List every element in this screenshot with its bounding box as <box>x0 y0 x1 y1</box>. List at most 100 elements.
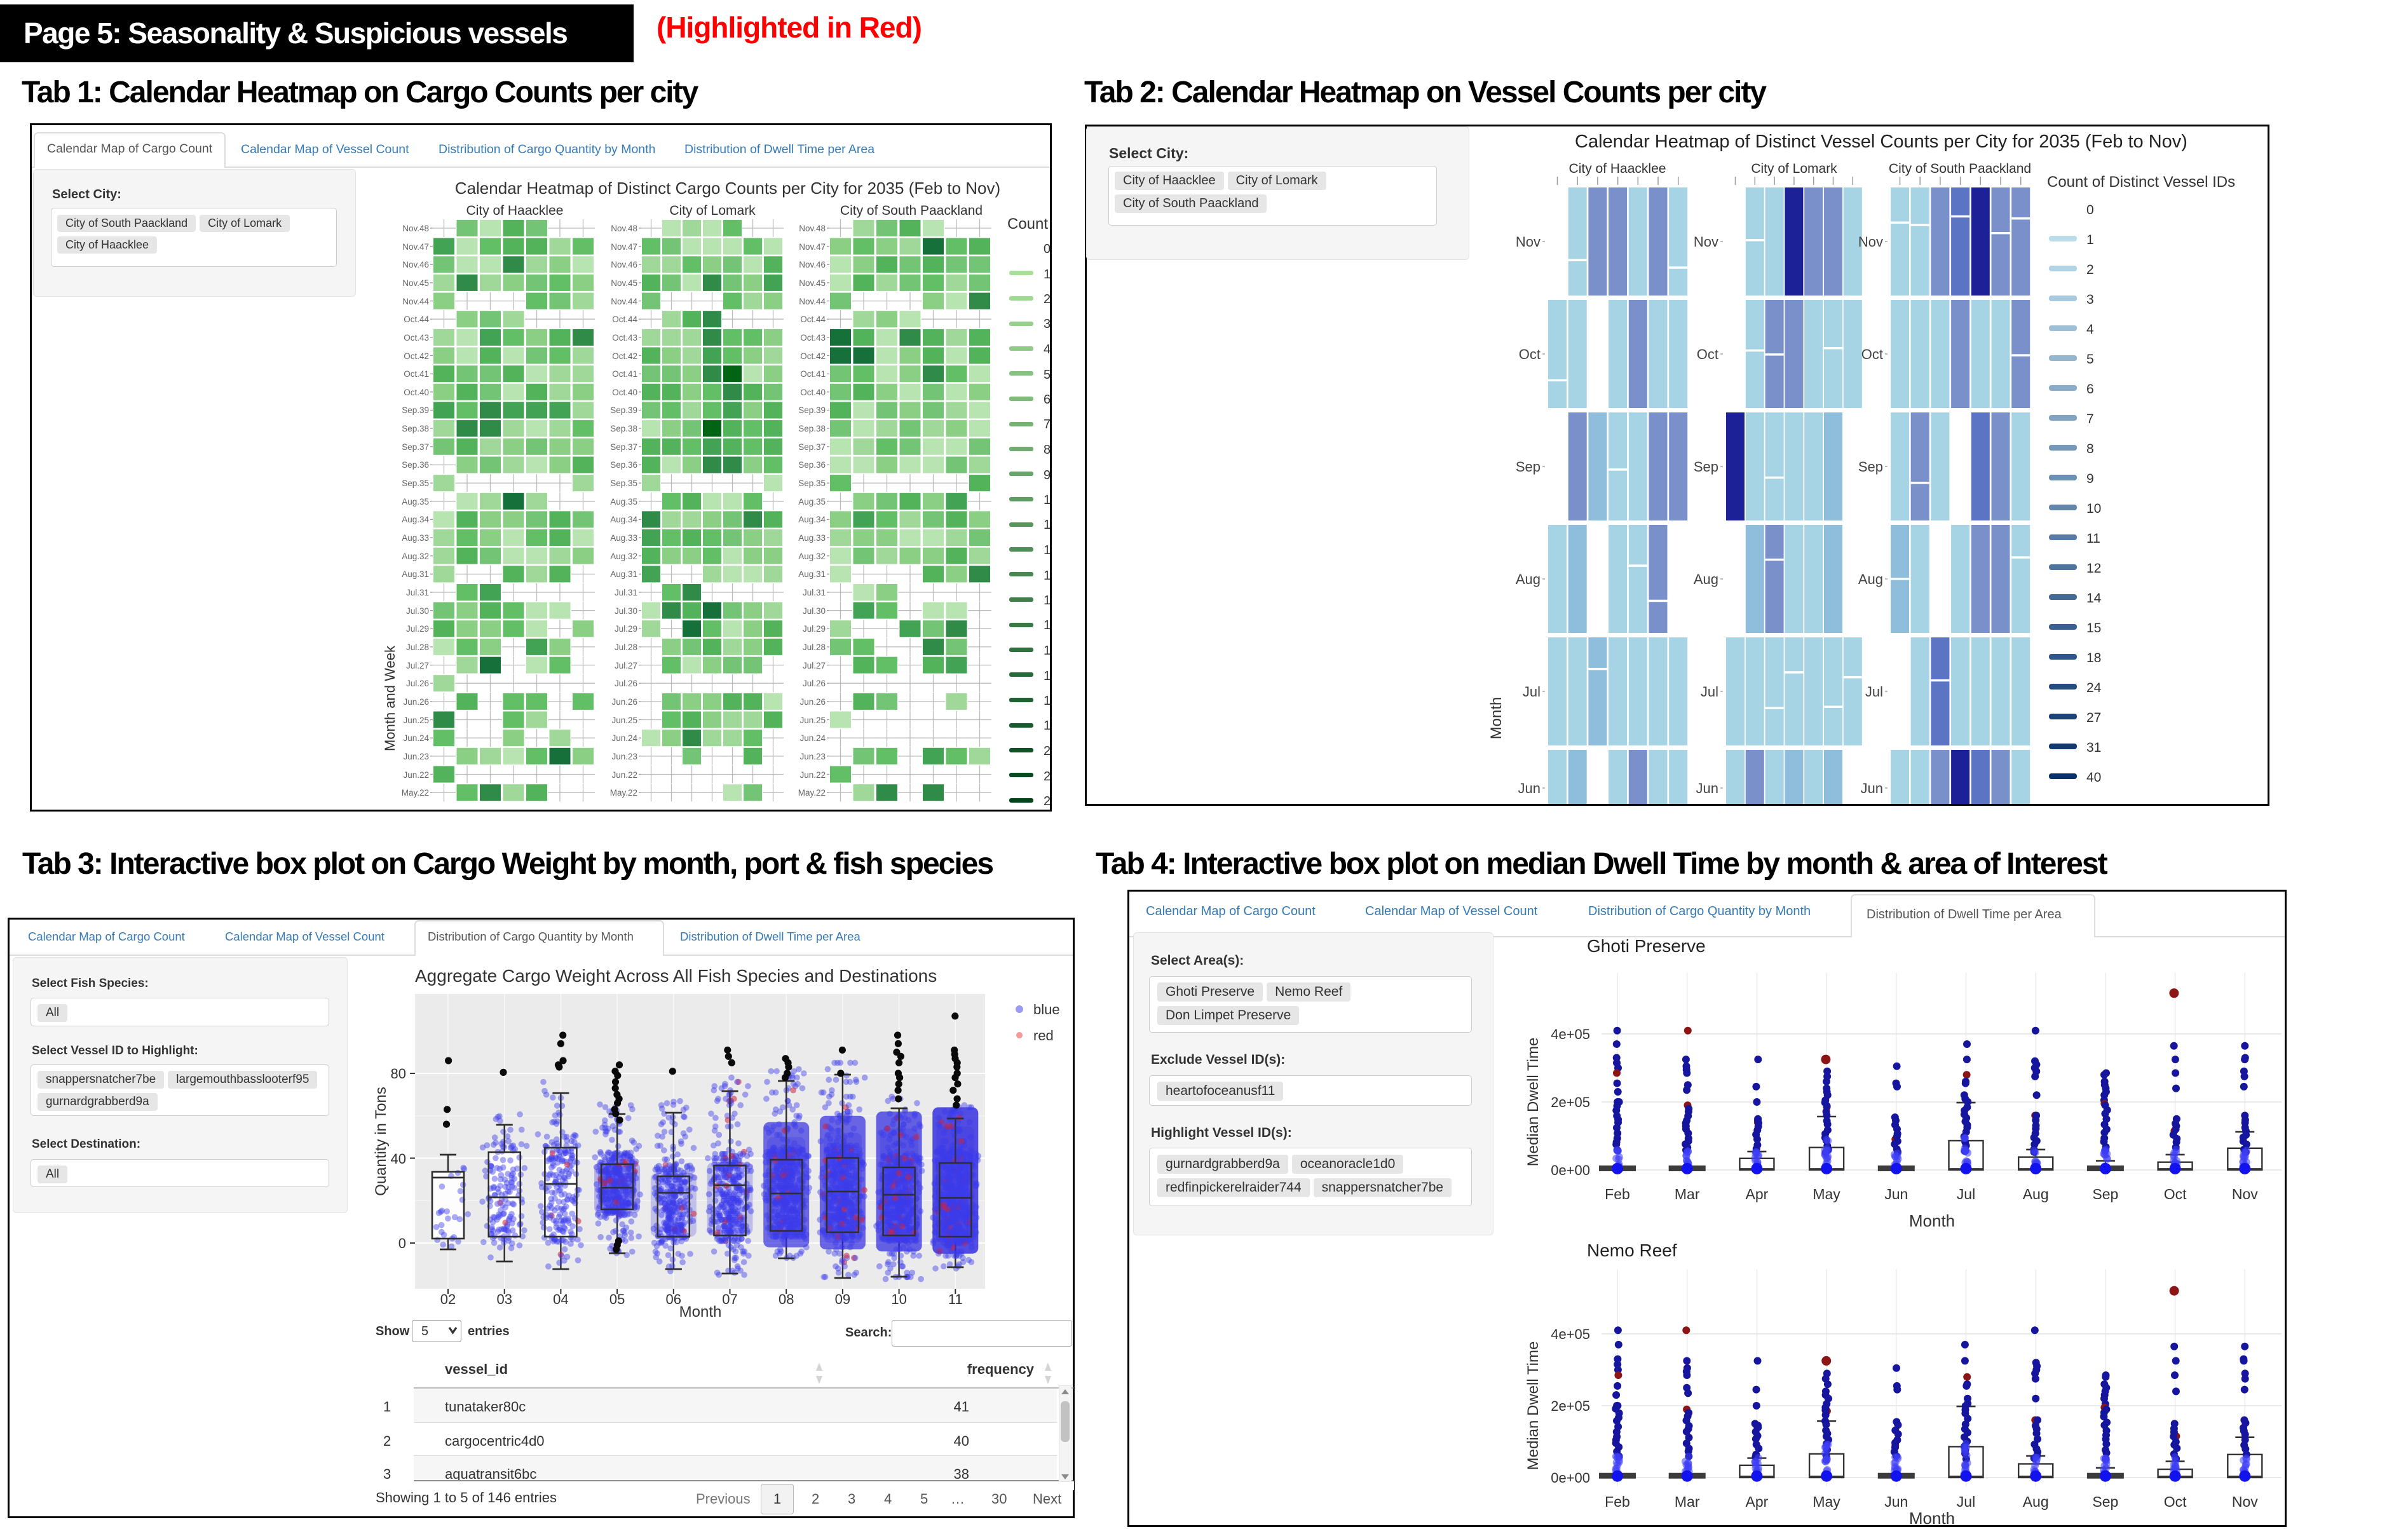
svg-text:Jun.23: Jun.23 <box>611 752 637 761</box>
svg-text:14: 14 <box>1044 594 1051 608</box>
svg-text:Jul: Jul <box>1865 684 1883 700</box>
svg-text:06: 06 <box>666 1291 681 1307</box>
svg-text:blue: blue <box>1033 1002 1060 1017</box>
svg-text:Jul.29: Jul.29 <box>803 624 826 634</box>
svg-text:Jun.25: Jun.25 <box>403 716 429 725</box>
svg-text:0: 0 <box>1044 242 1051 256</box>
svg-text:Oct.42: Oct.42 <box>404 351 429 361</box>
svg-text:Jun.26: Jun.26 <box>403 697 429 707</box>
svg-text:Sep.35: Sep.35 <box>610 479 637 488</box>
svg-text:0: 0 <box>398 1235 406 1251</box>
svg-text:2: 2 <box>1044 292 1051 306</box>
svg-text:Calendar Heatmap of Distinct C: Calendar Heatmap of Distinct Cargo Count… <box>455 179 1000 198</box>
svg-text:6: 6 <box>2086 382 2094 397</box>
svg-text:Calendar Heatmap of Distinct V: Calendar Heatmap of Distinct Vessel Coun… <box>1575 132 2187 152</box>
svg-text:Oct.41: Oct.41 <box>800 369 826 379</box>
svg-text:City of South Paackland: City of South Paackland <box>1889 161 2031 176</box>
svg-text:Jun.23: Jun.23 <box>799 752 826 761</box>
svg-text:Aug.32: Aug.32 <box>402 552 429 561</box>
svg-text:3: 3 <box>2086 292 2094 307</box>
svg-text:Oct.40: Oct.40 <box>612 388 637 397</box>
svg-text:2: 2 <box>2086 262 2094 277</box>
svg-text:Oct.44: Oct.44 <box>404 315 429 324</box>
svg-text:05: 05 <box>609 1291 625 1307</box>
svg-text:Aug.31: Aug.31 <box>610 569 637 579</box>
svg-text:10: 10 <box>2086 501 2101 516</box>
svg-text:Oct: Oct <box>1697 346 1718 362</box>
svg-text:Month: Month <box>679 1303 722 1319</box>
svg-text:Nov.44: Nov.44 <box>611 297 637 306</box>
svg-text:City of Lomark: City of Lomark <box>1751 161 1837 176</box>
svg-text:Oct.43: Oct.43 <box>800 333 826 343</box>
svg-text:Nov.48: Nov.48 <box>611 224 637 233</box>
svg-text:Aug.33: Aug.33 <box>402 533 429 543</box>
svg-text:Aug.31: Aug.31 <box>798 569 826 579</box>
svg-text:Sep.38: Sep.38 <box>610 424 637 433</box>
svg-text:1: 1 <box>2086 233 2094 247</box>
svg-text:08: 08 <box>779 1291 794 1307</box>
svg-text:Aug: Aug <box>1516 571 1541 587</box>
svg-text:Jul.27: Jul.27 <box>803 661 826 670</box>
svg-text:Jul.30: Jul.30 <box>803 606 826 616</box>
svg-text:Oct.43: Oct.43 <box>612 333 637 343</box>
svg-text:Nov.47: Nov.47 <box>611 242 637 252</box>
svg-text:4: 4 <box>1044 343 1051 357</box>
svg-text:Sep.38: Sep.38 <box>402 424 429 433</box>
svg-text:City of South Paackland: City of South Paackland <box>840 203 983 218</box>
svg-text:11: 11 <box>948 1291 963 1307</box>
svg-text:9: 9 <box>1044 468 1051 482</box>
svg-text:15: 15 <box>2086 621 2101 635</box>
svg-text:07: 07 <box>722 1291 737 1307</box>
svg-text:11: 11 <box>1044 518 1051 532</box>
svg-text:City of Haacklee: City of Haacklee <box>1569 161 1666 176</box>
svg-text:21: 21 <box>1044 770 1051 784</box>
svg-text:Aug.35: Aug.35 <box>610 497 637 506</box>
svg-text:Nov.45: Nov.45 <box>402 278 429 288</box>
svg-text:May.22: May.22 <box>798 788 826 798</box>
svg-text:13: 13 <box>1044 569 1051 583</box>
svg-text:Aggregate Cargo Weight Across: Aggregate Cargo Weight Across All Fish S… <box>415 966 937 986</box>
svg-text:Aug.33: Aug.33 <box>798 533 826 543</box>
svg-text:18: 18 <box>2086 651 2101 665</box>
svg-text:Aug.32: Aug.32 <box>610 552 637 561</box>
svg-text:4: 4 <box>2086 322 2094 337</box>
svg-text:20: 20 <box>1044 744 1051 758</box>
svg-text:Jun.24: Jun.24 <box>611 733 637 743</box>
svg-text:14: 14 <box>2086 591 2102 606</box>
svg-text:17: 17 <box>1044 669 1051 683</box>
svg-text:Nov.47: Nov.47 <box>799 242 826 252</box>
svg-text:9: 9 <box>2086 472 2094 486</box>
svg-text:Sep.38: Sep.38 <box>798 424 826 433</box>
svg-text:Jul.26: Jul.26 <box>406 679 429 688</box>
svg-text:Nov.45: Nov.45 <box>611 278 637 288</box>
svg-text:Jul.31: Jul.31 <box>406 588 429 597</box>
svg-text:Jul.28: Jul.28 <box>615 642 637 652</box>
svg-text:Sep: Sep <box>1858 459 1883 475</box>
svg-text:Jun: Jun <box>1696 780 1718 796</box>
svg-text:8: 8 <box>1044 443 1051 457</box>
svg-text:Sep: Sep <box>1694 459 1718 475</box>
svg-text:Sep.37: Sep.37 <box>610 442 637 452</box>
svg-text:Jul.30: Jul.30 <box>615 606 637 616</box>
svg-text:Sep.35: Sep.35 <box>798 479 826 488</box>
svg-text:12: 12 <box>1044 543 1051 557</box>
svg-text:Oct.43: Oct.43 <box>404 333 429 343</box>
svg-text:27: 27 <box>2086 710 2101 725</box>
svg-text:Oct.41: Oct.41 <box>612 369 637 379</box>
svg-text:Jul.27: Jul.27 <box>406 661 429 670</box>
svg-text:22: 22 <box>1044 794 1051 808</box>
svg-text:Aug.34: Aug.34 <box>610 515 637 524</box>
svg-text:Count: Count <box>1007 215 1048 233</box>
svg-text:Oct: Oct <box>1519 346 1541 362</box>
svg-text:Sep.39: Sep.39 <box>402 405 429 415</box>
svg-text:Jul.28: Jul.28 <box>406 642 429 652</box>
svg-text:Oct.44: Oct.44 <box>800 315 826 324</box>
svg-text:10: 10 <box>891 1291 906 1307</box>
svg-text:Oct.44: Oct.44 <box>612 315 637 324</box>
svg-text:80: 80 <box>391 1066 406 1082</box>
svg-text:Aug.32: Aug.32 <box>798 552 826 561</box>
svg-text:Sep.37: Sep.37 <box>402 442 429 452</box>
svg-text:Nov.48: Nov.48 <box>402 224 429 233</box>
svg-text:Nov.45: Nov.45 <box>799 278 826 288</box>
svg-text:Jun.26: Jun.26 <box>799 697 826 707</box>
